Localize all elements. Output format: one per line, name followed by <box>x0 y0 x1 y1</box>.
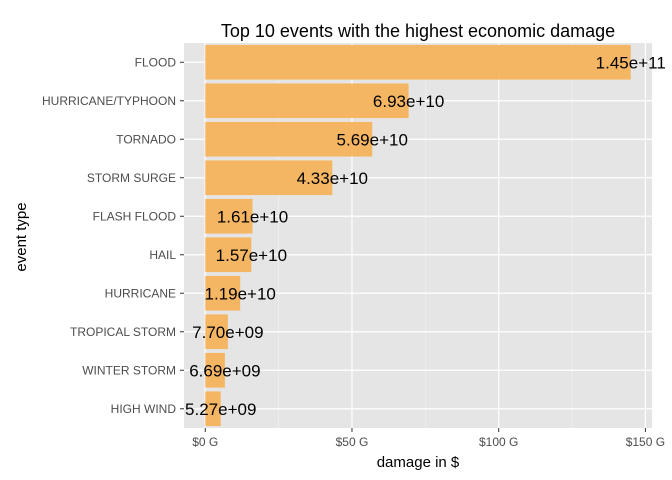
x-tick-label: $50 G <box>336 435 369 449</box>
bar-data-label: 6.93e+10 <box>373 92 444 111</box>
bar-data-label: 6.69e+09 <box>189 361 260 380</box>
y-tick-label: TORNADO <box>116 132 176 146</box>
bar <box>205 275 241 311</box>
bar <box>205 198 253 234</box>
bar-data-label: 5.27e+09 <box>185 400 256 419</box>
bar-data-label: 1.19e+10 <box>204 284 275 303</box>
y-tick-label: TROPICAL STORM <box>70 325 176 339</box>
y-tick-label: HURRICANE <box>105 286 176 300</box>
y-tick-label: HURRICANE/TYPHOON <box>42 94 176 108</box>
y-tick-label: WINTER STORM <box>82 363 176 377</box>
bar <box>205 160 333 196</box>
bar-data-label: 1.61e+10 <box>217 207 288 226</box>
y-tick-label: STORM SURGE <box>87 171 176 185</box>
x-tick-label: $0 G <box>192 435 218 449</box>
x-tick-label: $150 G <box>626 435 665 449</box>
x-tick-label: $100 G <box>479 435 518 449</box>
bar <box>205 121 373 157</box>
bar <box>205 83 409 119</box>
bar-data-label: 4.33e+10 <box>297 169 368 188</box>
x-axis-title: damage in $ <box>377 454 460 471</box>
bar-data-label: 5.69e+10 <box>337 130 408 149</box>
bar <box>205 352 225 388</box>
y-tick-label: FLASH FLOOD <box>93 209 177 223</box>
y-axis-title: event type <box>13 202 30 271</box>
bar <box>205 44 631 80</box>
bar-data-label: 1.57e+10 <box>216 246 287 265</box>
bar <box>205 391 221 427</box>
chart-title: Top 10 events with the highest economic … <box>221 21 615 41</box>
bar-data-label: 1.45e+11 <box>596 53 666 72</box>
y-axis-ticks: FLOOD HURRICANE/TYPHOON TORNADO STORM SURGE… <box>42 55 184 416</box>
y-tick-label: HIGH WIND <box>111 402 177 416</box>
bars <box>205 44 631 427</box>
y-tick-label: HAIL <box>149 248 176 262</box>
y-tick-label: FLOOD <box>135 55 177 69</box>
bar <box>205 314 228 350</box>
bar <box>205 237 252 273</box>
bar-data-label: 7.70e+09 <box>192 323 263 342</box>
bar-data-labels: 1.45e+11 6.93e+10 5.69e+10 4.33e+10 1.61e+10… <box>185 53 666 419</box>
x-axis-ticks: $0 G $50 G $100 G $150 G <box>192 428 665 449</box>
